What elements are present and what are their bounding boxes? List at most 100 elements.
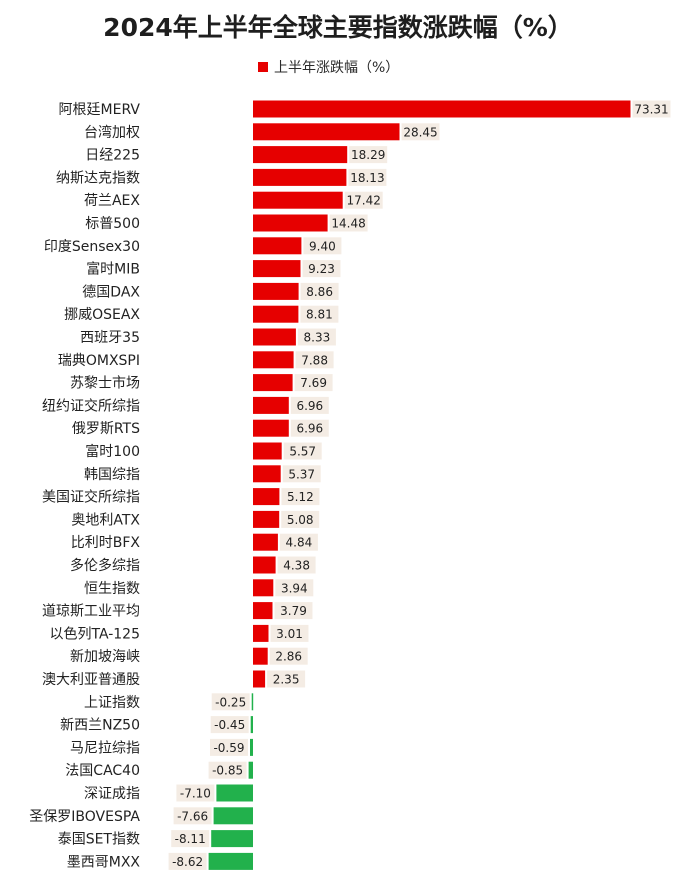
value-label: 2.35 — [273, 673, 300, 687]
category-label: 挪威OSEAX — [64, 307, 140, 323]
category-label: 新加坡海峡 — [70, 649, 140, 665]
category-label: 深证成指 — [84, 786, 140, 802]
value-label-bg — [349, 146, 388, 164]
value-label: 7.88 — [301, 353, 328, 367]
value-label-bg — [294, 374, 333, 392]
category-label: 荷兰AEX — [84, 193, 140, 209]
bar — [253, 579, 274, 597]
value-label-bg — [348, 168, 387, 186]
bar — [253, 396, 289, 414]
bar — [250, 738, 253, 756]
value-label-bg — [300, 305, 339, 323]
category-label: 纽约证交所综指 — [42, 397, 140, 414]
category-label: 上证指数 — [84, 695, 140, 711]
category-label: 富时100 — [85, 443, 140, 460]
category-label: 多伦多综指 — [70, 557, 140, 574]
bar — [253, 419, 289, 437]
bar — [208, 852, 253, 870]
value-label: 7.69 — [300, 376, 327, 390]
value-label: 8.81 — [306, 308, 333, 322]
value-label: -8.11 — [175, 832, 206, 846]
value-label-bg — [277, 556, 316, 574]
legend-label: 上半年涨跌幅（%） — [274, 60, 400, 76]
value-label-bg — [210, 738, 248, 756]
value-label: 3.79 — [280, 604, 307, 618]
category-label: 台湾加权 — [84, 124, 140, 141]
category-label: 俄罗斯RTS — [72, 421, 140, 437]
value-label-bg — [282, 465, 321, 483]
bar — [253, 510, 280, 528]
value-label-bg — [290, 396, 329, 414]
value-label: 8.86 — [306, 285, 333, 299]
chart-legend[interactable]: 上半年涨跌幅（%） — [258, 58, 399, 76]
category-label: 标普500 — [85, 216, 140, 232]
bar — [253, 123, 400, 141]
value-label: 4.38 — [283, 559, 310, 573]
bar — [216, 784, 253, 802]
category-label: 苏黎士市场 — [70, 375, 140, 392]
category-label: 瑞典OMXSPI — [58, 353, 140, 369]
category-label: 澳大利亚普通股 — [42, 672, 140, 688]
value-label: -0.25 — [215, 695, 246, 709]
bar — [253, 305, 299, 323]
chart-title: 2024年上半年全球主要指数涨跌幅（%） — [103, 13, 573, 42]
bar — [251, 693, 254, 711]
value-label: 18.13 — [350, 171, 384, 185]
legend-swatch — [258, 62, 268, 72]
bar — [253, 533, 278, 551]
value-label: -0.45 — [214, 718, 245, 732]
bar — [253, 351, 294, 369]
category-label: 美国证交所综指 — [42, 489, 140, 506]
bar — [253, 624, 269, 642]
category-label: 德国DAX — [82, 284, 140, 300]
value-label: 14.48 — [331, 217, 365, 231]
category-label: 纳斯达克指数 — [56, 170, 140, 186]
value-label: 3.94 — [281, 581, 308, 595]
bar — [253, 214, 328, 232]
bar — [253, 146, 348, 164]
value-label-bg — [329, 214, 368, 232]
category-label: 新西兰NZ50 — [60, 718, 140, 734]
category-label: 西班牙35 — [80, 330, 140, 346]
value-label: -7.10 — [180, 787, 211, 801]
value-label: 9.40 — [309, 239, 336, 253]
value-label: 28.45 — [403, 125, 437, 139]
value-label: 5.37 — [288, 467, 315, 481]
value-label: 17.42 — [347, 194, 381, 208]
category-label: 墨西哥MXX — [67, 854, 141, 870]
value-label: -0.59 — [213, 741, 244, 755]
bar — [253, 191, 343, 209]
value-label-bg — [275, 579, 314, 597]
category-label: 比利时BFX — [71, 535, 141, 551]
category-label: 韩国综指 — [84, 467, 140, 483]
bar — [253, 260, 301, 278]
category-label: 法国CAC40 — [65, 763, 140, 779]
value-label-bg — [269, 647, 308, 665]
value-label-bg — [171, 830, 210, 848]
bar — [253, 488, 280, 506]
value-label-bg — [270, 624, 309, 642]
value-label-bg — [302, 260, 341, 278]
value-label: 5.08 — [287, 513, 314, 527]
value-label: 18.29 — [351, 148, 385, 162]
value-label-bg — [279, 533, 318, 551]
value-label-bg — [168, 852, 207, 870]
value-label-bg — [303, 237, 342, 255]
category-label: 日经225 — [85, 148, 140, 164]
value-label-bg — [210, 716, 249, 734]
value-label-bg — [283, 442, 322, 460]
category-label: 富时MIB — [86, 261, 140, 278]
category-label: 泰国SET指数 — [58, 832, 140, 848]
value-label: 8.33 — [304, 331, 331, 345]
value-label-bg — [295, 351, 334, 369]
bar — [253, 465, 281, 483]
value-label-bg — [297, 328, 336, 346]
category-label: 道琼斯工业平均 — [42, 604, 140, 620]
value-label-bg — [274, 602, 313, 620]
category-label: 马尼拉综指 — [70, 740, 140, 756]
category-label: 印度Sensex30 — [44, 239, 140, 255]
value-label: 5.57 — [289, 445, 316, 459]
bar — [211, 830, 253, 848]
